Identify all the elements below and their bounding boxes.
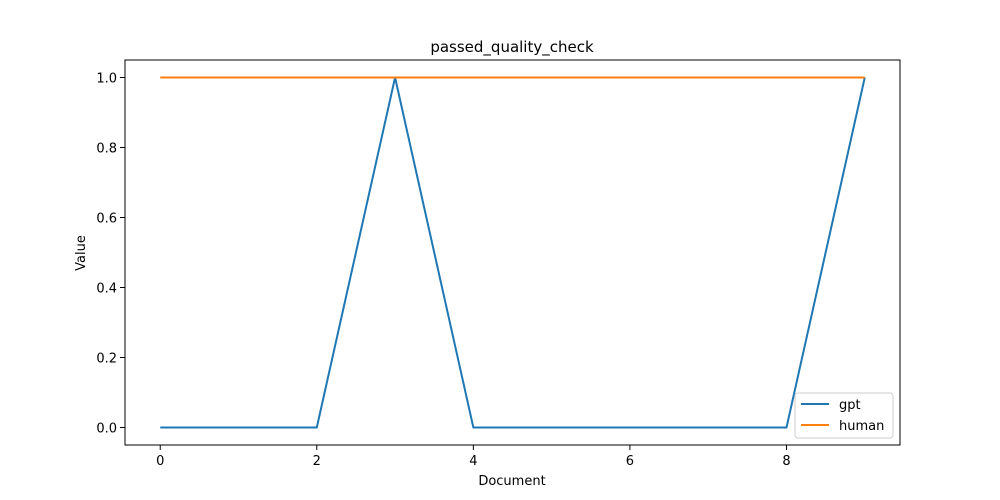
x-axis: 0 2 4 6 8 (156, 445, 791, 469)
legend: gpt human (794, 392, 894, 439)
legend-label-human: human (839, 419, 884, 434)
y-tick-label: 1.0 (96, 72, 117, 87)
x-tick-label: 6 (626, 454, 634, 469)
x-tick-label: 2 (313, 454, 321, 469)
y-tick-label: 0.6 (96, 212, 117, 227)
y-axis: 0.0 0.2 0.4 0.6 0.8 1.0 (96, 72, 125, 437)
y-tick-label: 0.0 (96, 422, 117, 437)
chart-title: passed_quality_check (430, 38, 594, 57)
series-line-gpt (160, 76, 866, 429)
y-tick-label: 0.2 (96, 352, 117, 367)
plot-frame (124, 59, 901, 446)
series-layer (160, 76, 866, 429)
x-tick-label: 8 (782, 454, 790, 469)
x-axis-title: Document (478, 474, 545, 489)
y-tick-label: 0.4 (96, 282, 117, 297)
x-tick-label: 4 (469, 454, 477, 469)
x-tick-label: 0 (156, 454, 164, 469)
y-axis-title: Value (74, 235, 89, 271)
legend-label-gpt: gpt (839, 398, 861, 413)
y-tick-label: 0.8 (96, 142, 117, 157)
